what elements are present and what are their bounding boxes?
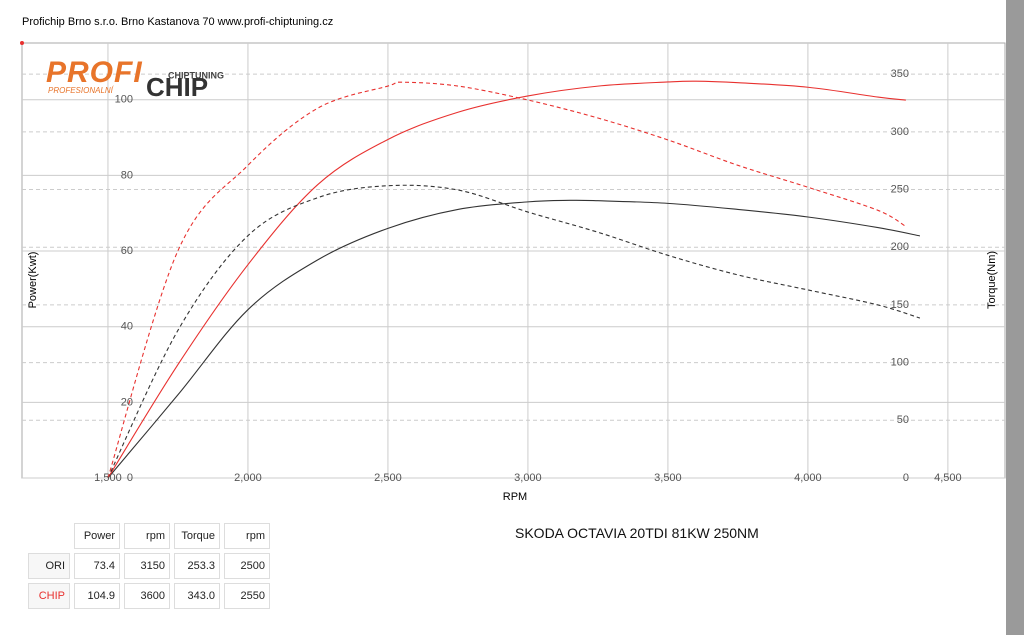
y2-tick-label: 200 [891,241,909,253]
series-line [107,80,906,479]
table-header-row: Power rpm Torque rpm [28,523,270,549]
y2-tick-label: 250 [891,183,909,195]
y2-tick-label: 350 [891,68,909,80]
logo-profi: PROFI [46,56,143,89]
table-corner [28,523,70,549]
chart: Profichip Brno s.r.o. Brno Kastanova 70 … [20,16,1006,503]
table-cell: 104.9 [74,583,120,609]
x-tick-label: 3,000 [514,472,542,484]
y2-tick-label: 0 [903,472,909,484]
lines [107,80,921,479]
table-header-cell: Torque [174,523,220,549]
y2-tick-label: 100 [891,357,909,369]
logo: PROFI CHIPTUNING PROFESIONALNÍ CHIP [46,56,224,102]
y-tick-label: 100 [115,94,133,106]
x-tick-label: 4,500 [934,472,962,484]
table-row-label: CHIP [28,583,70,609]
plot-frame [21,42,1006,479]
table-row: CHIP 104.9 3600 343.0 2550 [28,583,270,609]
table-cell: 3150 [124,553,170,579]
corner-dot [20,41,24,45]
series-line [107,81,907,479]
summary-table: Power rpm Torque rpm ORI 73.4 3150 253.3 2500 CHI… [24,519,274,613]
table-header-cell: rpm [224,523,270,549]
logo-profesionalni: PROFESIONALNÍ [48,86,115,95]
y-tick-label: 80 [121,169,133,181]
x-tick-label: 1,500 [94,472,122,484]
table-cell: 3600 [124,583,170,609]
series-line [107,199,920,479]
chart-subtitle: SKODA OCTAVIA 20TDI 81KW 250NM [515,525,759,541]
x-tick-label: 2,000 [234,472,262,484]
y2-tick-label: 50 [897,414,909,426]
header-text: Profichip Brno s.r.o. Brno Kastanova 70 … [22,16,333,28]
y-tick-label: 0 [127,472,133,484]
side-strip [1006,0,1024,635]
y-axis-label: Power(Kwt) [27,252,39,309]
y-tick-label: 20 [121,396,133,408]
table-cell: 73.4 [74,553,120,579]
grid [22,43,1005,479]
table-cell: 343.0 [174,583,220,609]
y-tick-label: 40 [121,321,133,333]
logo-chip: CHIP [146,72,208,102]
y2-axis-label: Torque(Nm) [986,251,998,309]
y2-tick-label: 150 [891,299,909,311]
y-tick-label: 60 [121,245,133,257]
table-header-cell: Power [74,523,120,549]
table-row: ORI 73.4 3150 253.3 2500 [28,553,270,579]
y2-tick-label: 300 [891,126,909,138]
x-axis-label: RPM [503,491,527,503]
table-header-cell: rpm [124,523,170,549]
logo-chiptuning: CHIPTUNING [168,70,224,80]
x-tick-label: 3,500 [654,472,682,484]
table-cell: 253.3 [174,553,220,579]
table-cell: 2550 [224,583,270,609]
x-tick-label: 4,000 [794,472,822,484]
table-cell: 2500 [224,553,270,579]
table-row-label: ORI [28,553,70,579]
x-tick-label: 2,500 [374,472,402,484]
